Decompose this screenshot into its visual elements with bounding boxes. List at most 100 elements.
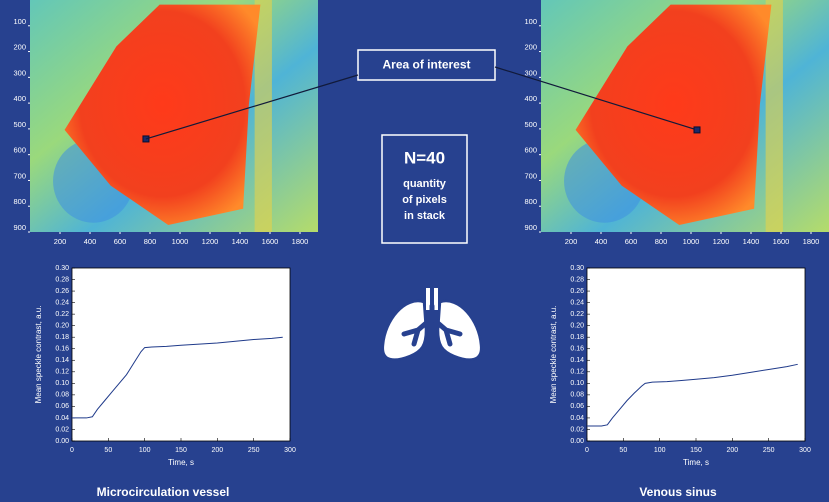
y-tick-label: 200 — [524, 43, 537, 52]
y-tick-label: 100 — [13, 17, 26, 26]
x-tick-label: 1600 — [773, 237, 790, 246]
x-tick-label: 200 — [565, 237, 578, 246]
summary-line: of pixels — [402, 194, 447, 206]
y-tick-label: 900 — [13, 223, 26, 232]
y-tick-label: 0.16 — [55, 346, 69, 353]
x-tick-label: 1000 — [683, 237, 700, 246]
y-tick-label: 0.22 — [55, 311, 69, 318]
y-tick-label: 0.08 — [570, 392, 584, 399]
x-tick-label: 200 — [54, 237, 67, 246]
y-tick-label: 0.00 — [55, 438, 69, 445]
y-tick-label: 0.14 — [55, 357, 69, 364]
summary-line: quantity — [403, 178, 447, 190]
x-tick-label: 0 — [585, 447, 589, 454]
annotation-label: Area of interest — [382, 58, 470, 72]
y-tick-label: 600 — [13, 146, 26, 155]
y-tick-label: 0.28 — [570, 276, 584, 283]
y-tick-label: 800 — [13, 197, 26, 206]
x-tick-label: 1200 — [713, 237, 730, 246]
y-tick-label: 0.20 — [55, 323, 69, 330]
x-tick-label: 1800 — [292, 237, 309, 246]
y-tick-label: 0.20 — [570, 323, 584, 330]
x-tick-label: 150 — [175, 447, 187, 454]
y-tick-label: 800 — [524, 197, 537, 206]
y-tick-label: 0.14 — [570, 357, 584, 364]
x-tick-label: 150 — [690, 447, 702, 454]
y-tick-label: 0.16 — [570, 346, 584, 353]
x-tick-label: 300 — [799, 447, 811, 454]
y-tick-label: 0.18 — [570, 334, 584, 341]
y-tick-label: 0.12 — [55, 369, 69, 376]
y-tick-label: 0.30 — [55, 265, 69, 272]
x-tick-label: 1200 — [202, 237, 219, 246]
y-tick-label: 0.02 — [570, 426, 584, 433]
y-tick-label: 700 — [13, 171, 26, 180]
x-tick-label: 1000 — [172, 237, 189, 246]
y-tick-label: 0.10 — [570, 380, 584, 387]
page: Area of interest N=40 quantity of pixels… — [0, 0, 829, 502]
x-tick-label: 800 — [144, 237, 157, 246]
y-tick-label: 0.02 — [55, 426, 69, 433]
x-tick-label: 250 — [248, 447, 260, 454]
y-tick-label: 400 — [524, 94, 537, 103]
caption: Venous sinus — [639, 485, 717, 499]
y-tick-label: 100 — [524, 17, 537, 26]
x-axis-label: Time, s — [683, 458, 709, 467]
plot-area — [587, 268, 805, 441]
x-tick-label: 50 — [619, 447, 627, 454]
x-tick-label: 100 — [654, 447, 666, 454]
y-tick-label: 0.12 — [570, 369, 584, 376]
y-axis-label: Mean speckle contrast, a.u. — [34, 306, 43, 404]
heatmap-band — [255, 0, 272, 232]
y-tick-label: 0.30 — [570, 265, 584, 272]
x-tick-label: 1600 — [262, 237, 279, 246]
y-tick-label: 0.26 — [570, 288, 584, 295]
caption: Microcirculation vessel — [97, 485, 230, 499]
y-tick-label: 0.00 — [570, 438, 584, 445]
x-tick-label: 0 — [70, 447, 74, 454]
y-tick-label: 0.24 — [570, 299, 584, 306]
y-tick-label: 200 — [13, 43, 26, 52]
x-tick-label: 300 — [284, 447, 296, 454]
summary-count: N=40 — [404, 148, 445, 167]
x-tick-label: 400 — [84, 237, 97, 246]
y-tick-label: 0.04 — [570, 415, 584, 422]
y-tick-label: 300 — [524, 68, 537, 77]
x-tick-label: 600 — [114, 237, 127, 246]
x-tick-label: 50 — [104, 447, 112, 454]
y-tick-label: 700 — [524, 171, 537, 180]
y-tick-label: 0.22 — [570, 311, 584, 318]
x-tick-label: 200 — [211, 447, 223, 454]
y-tick-label: 500 — [13, 120, 26, 129]
roi-marker — [694, 127, 700, 133]
y-axis-label: Mean speckle contrast, a.u. — [549, 306, 558, 404]
x-tick-label: 200 — [726, 447, 738, 454]
y-tick-label: 900 — [524, 223, 537, 232]
heatmap-band — [766, 0, 783, 232]
y-tick-label: 0.26 — [55, 288, 69, 295]
x-tick-label: 250 — [763, 447, 775, 454]
x-tick-label: 1400 — [743, 237, 760, 246]
summary-line: in stack — [404, 210, 446, 222]
y-tick-label: 0.06 — [570, 403, 584, 410]
y-tick-label: 0.24 — [55, 299, 69, 306]
x-tick-label: 800 — [655, 237, 668, 246]
y-tick-label: 500 — [524, 120, 537, 129]
y-tick-label: 0.28 — [55, 276, 69, 283]
y-tick-label: 300 — [13, 68, 26, 77]
x-tick-label: 1800 — [803, 237, 820, 246]
x-tick-label: 600 — [625, 237, 638, 246]
x-axis-label: Time, s — [168, 458, 194, 467]
y-tick-label: 0.18 — [55, 334, 69, 341]
y-tick-label: 600 — [524, 146, 537, 155]
y-tick-label: 0.06 — [55, 403, 69, 410]
x-tick-label: 400 — [595, 237, 608, 246]
y-tick-label: 0.04 — [55, 415, 69, 422]
y-tick-label: 0.08 — [55, 392, 69, 399]
y-tick-label: 400 — [13, 94, 26, 103]
plot-area — [72, 268, 290, 441]
y-tick-label: 0.10 — [55, 380, 69, 387]
x-tick-label: 100 — [139, 447, 151, 454]
figure: Area of interest N=40 quantity of pixels… — [0, 0, 829, 502]
x-tick-label: 1400 — [232, 237, 249, 246]
